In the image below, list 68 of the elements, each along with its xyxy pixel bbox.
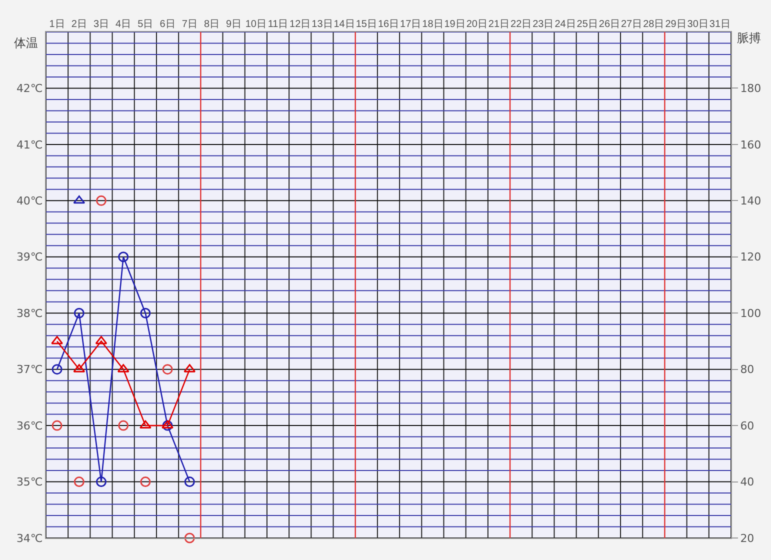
point [51, 336, 63, 344]
point [73, 195, 86, 204]
x-tick-label: 16日 [378, 19, 400, 30]
x-tick-label: 28日 [643, 19, 664, 30]
point [74, 476, 84, 488]
x-tick-label: 21日 [488, 19, 510, 30]
x-tick-label: 13日 [312, 19, 333, 30]
x-tick-label: 10日 [245, 19, 266, 30]
y-tick-label: 36℃ [16, 419, 43, 432]
y2-tick-label: 80 [740, 363, 754, 376]
x-tick-label: 1日 [49, 19, 65, 30]
y-tick-label: 41℃ [16, 138, 43, 152]
y2-tick-label: 160 [740, 138, 762, 152]
y2-tick-label: 40 [740, 476, 754, 489]
point [162, 364, 173, 375]
y2-tick-label: 60 [740, 419, 754, 432]
point [118, 252, 129, 262]
x-tick-label: 8日 [204, 19, 220, 30]
point [74, 308, 84, 318]
y-tick-label: 42℃ [16, 82, 43, 96]
point [96, 195, 106, 206]
point [95, 336, 108, 344]
x-tick-label: 23日 [532, 19, 554, 30]
x-tick-label: 27日 [620, 19, 642, 30]
y2-axis-title: 脈搏 [737, 31, 761, 45]
x-tick-label: 12日 [290, 19, 311, 30]
point [52, 364, 62, 375]
x-tick-label: 4日 [116, 19, 132, 30]
x-tick-label: 14日 [334, 19, 355, 30]
x-tick-label: 5日 [138, 19, 154, 30]
x-tick-label: 20日 [466, 19, 488, 30]
y-tick-label: 38℃ [16, 306, 43, 320]
y-tick-label: 39℃ [16, 250, 43, 264]
point [184, 532, 195, 544]
y-tick-label: 34℃ [16, 532, 43, 545]
point [140, 308, 151, 318]
x-tick-label: 25日 [576, 19, 598, 30]
y-tick-label: 35℃ [16, 476, 43, 489]
x-tick-label: 3日 [93, 19, 110, 30]
y2-tick-label: 180 [740, 82, 762, 96]
y2-tick-label: 120 [740, 250, 762, 264]
y-axis-title: 体温 [14, 36, 38, 50]
x-tick-label: 24日 [554, 19, 576, 30]
x-tick-label: 2日 [71, 19, 87, 30]
point [140, 476, 151, 488]
x-tick-label: 29日 [665, 19, 686, 30]
x-tick-label: 9日 [226, 19, 242, 30]
x-tick-label: 7日 [182, 19, 198, 30]
y-tick-label: 40℃ [16, 194, 43, 208]
x-tick-label: 11日 [268, 19, 288, 30]
x-tick-label: 30日 [687, 19, 708, 30]
y2-tick-label: 140 [740, 194, 762, 208]
x-tick-label: 15日 [356, 19, 377, 30]
x-tick-label: 31日 [709, 19, 731, 30]
x-tick-label: 26日 [598, 19, 620, 30]
y2-tick-label: 20 [740, 532, 754, 545]
point [184, 476, 195, 488]
point [118, 420, 129, 431]
point [139, 420, 152, 429]
x-tick-label: 18日 [422, 19, 444, 30]
x-tick-label: 22日 [510, 19, 532, 30]
x-tick-label: 17日 [400, 19, 422, 30]
y-tick-label: 37℃ [16, 363, 43, 376]
y2-tick-label: 100 [740, 306, 762, 320]
x-tick-label: 19日 [444, 19, 466, 30]
x-tick-label: 6日 [160, 19, 176, 30]
point [52, 420, 62, 431]
point [96, 476, 106, 488]
